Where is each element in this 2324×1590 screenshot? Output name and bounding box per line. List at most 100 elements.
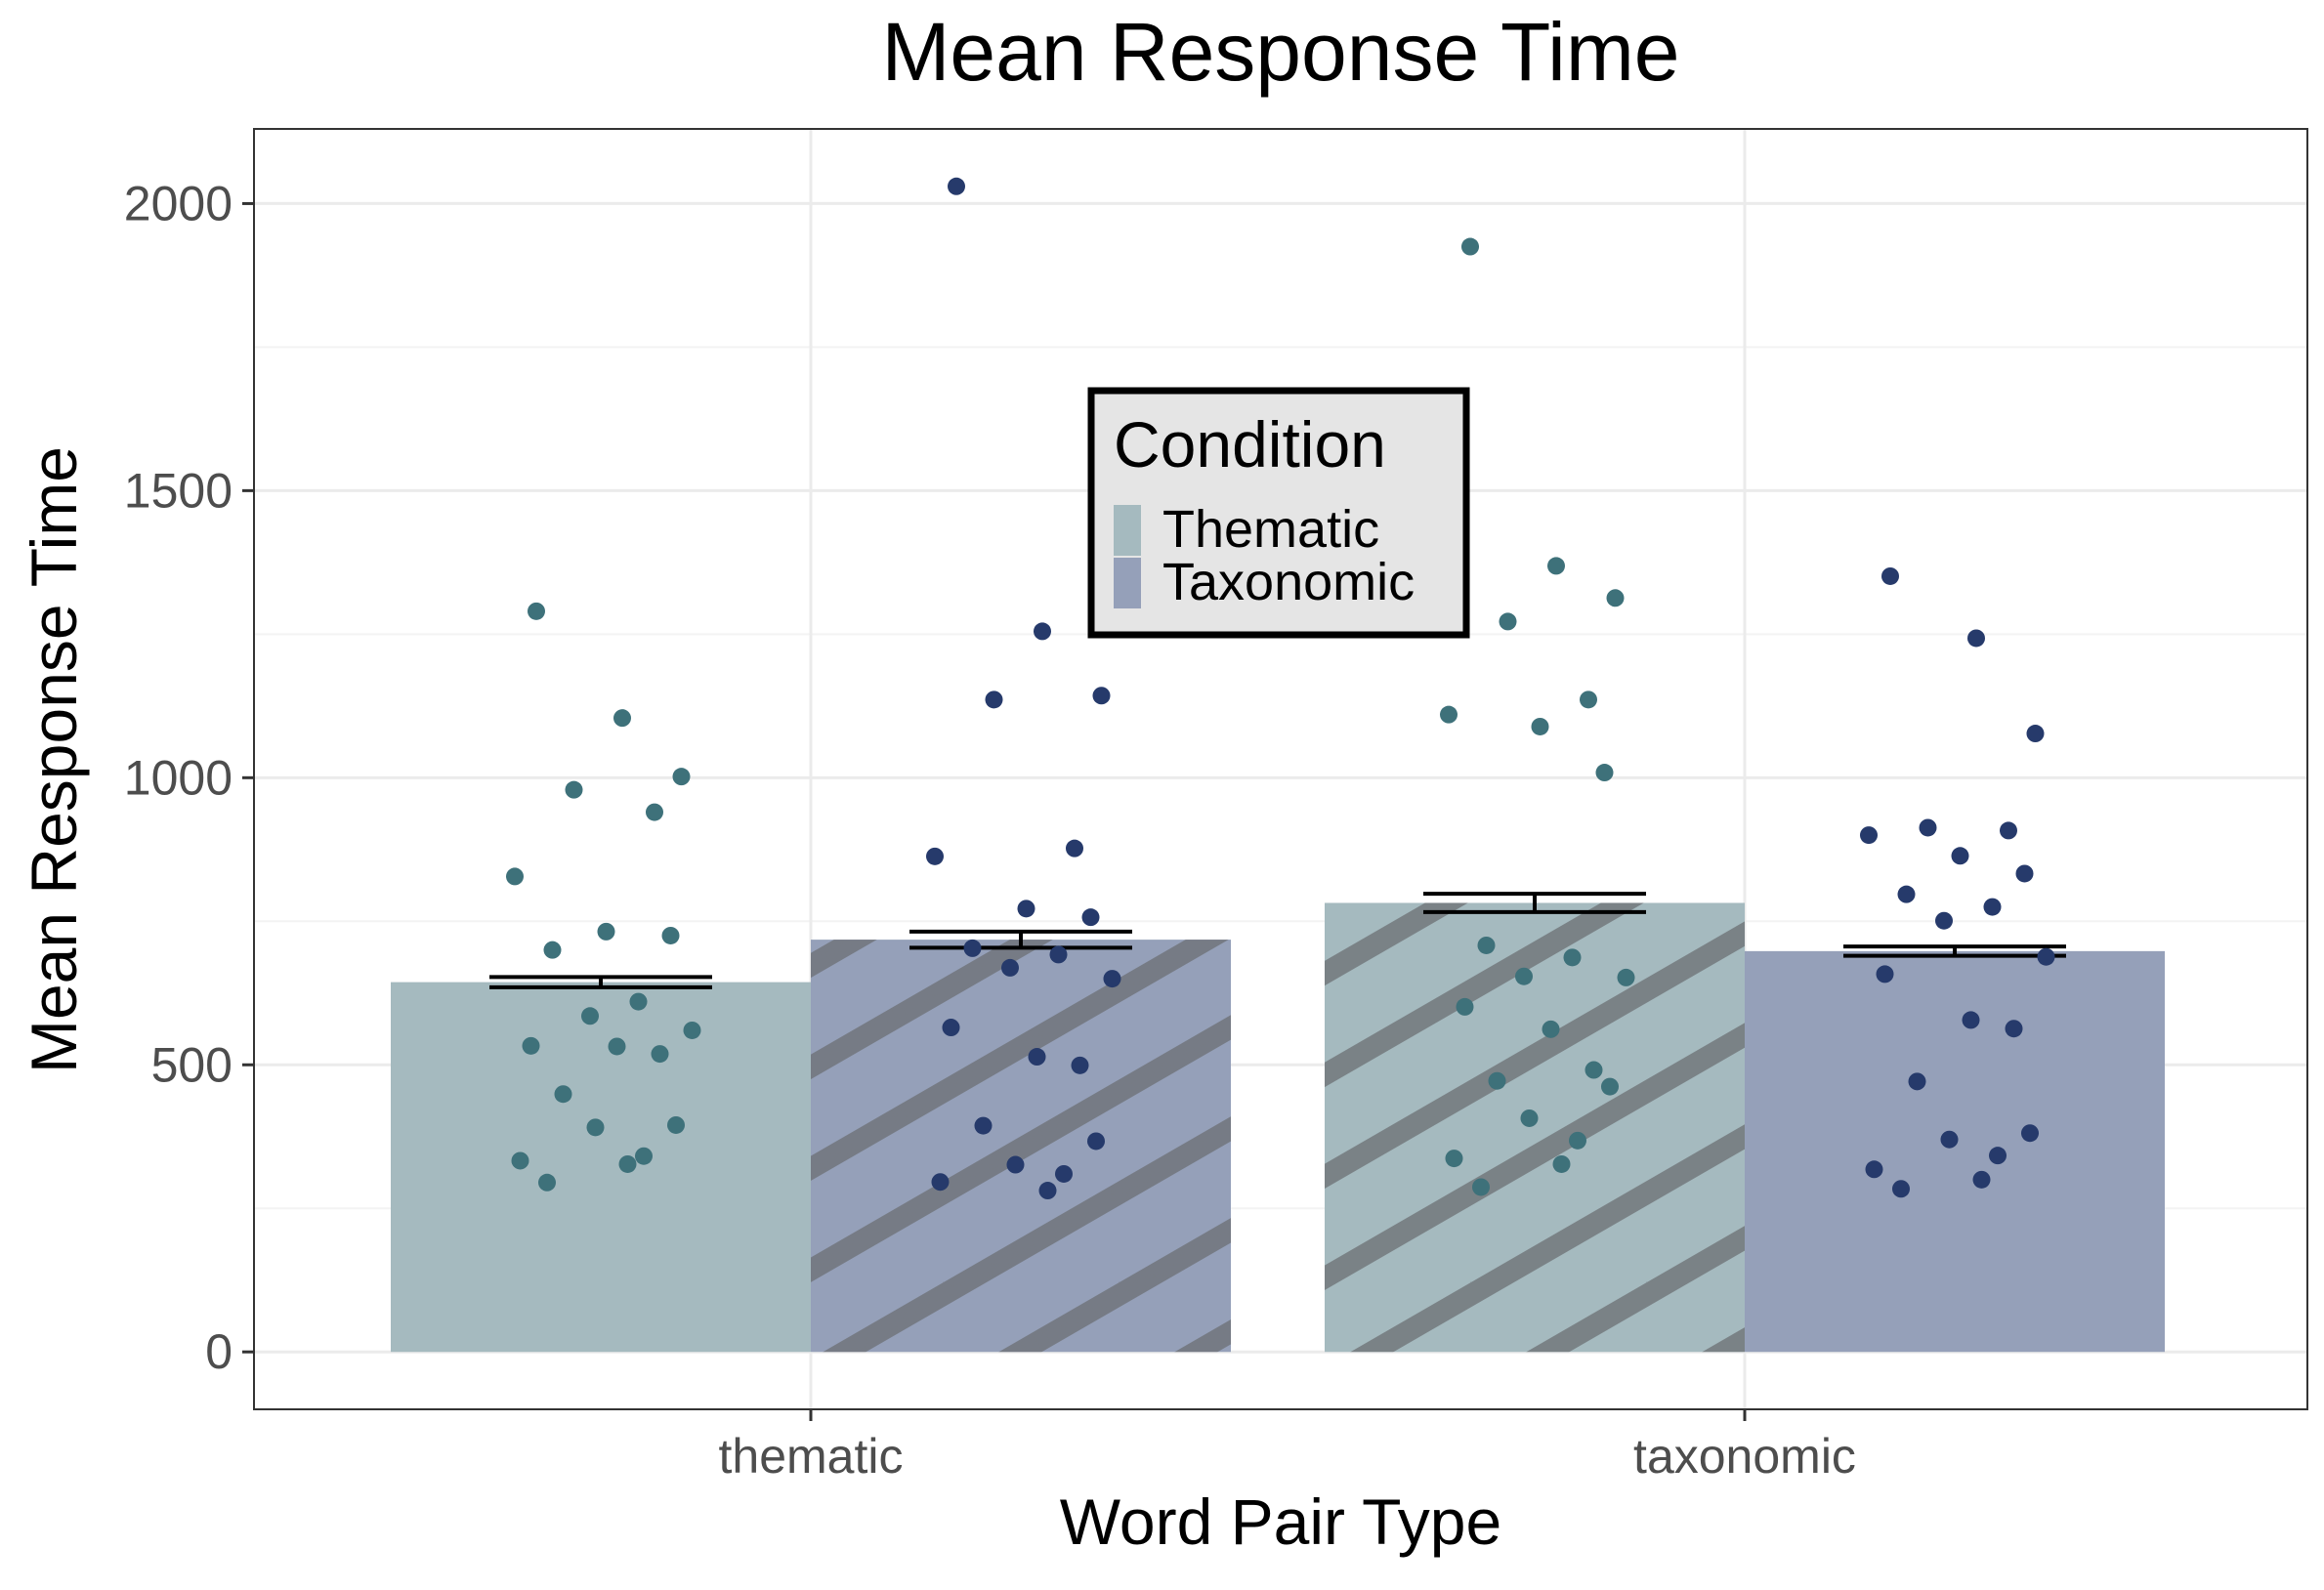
- data-point-taxonomic-taxonomic: [1865, 1160, 1883, 1179]
- data-point-taxonomic-thematic: [974, 1116, 993, 1135]
- data-point-taxonomic-thematic: [948, 177, 965, 195]
- error-bar-thematic-thematic: [489, 975, 712, 989]
- data-point-thematic-thematic: [629, 992, 648, 1011]
- data-point-taxonomic-thematic: [1066, 839, 1083, 858]
- data-point-taxonomic-thematic: [1028, 1048, 1046, 1067]
- data-point-taxonomic-taxonomic: [1940, 1130, 1959, 1149]
- data-point-thematic-taxonomic: [1585, 1061, 1603, 1079]
- data-point-thematic-thematic: [565, 780, 583, 799]
- data-point-thematic-thematic: [538, 1173, 556, 1192]
- data-point-taxonomic-thematic: [1092, 687, 1111, 705]
- data-point-taxonomic-taxonomic: [1897, 885, 1916, 903]
- bar-hatch-thematic-taxonomic: [1325, 902, 1745, 1353]
- data-point-taxonomic-thematic: [963, 939, 982, 957]
- data-point-taxonomic-taxonomic: [2026, 725, 2045, 743]
- data-point-thematic-taxonomic: [1569, 1131, 1586, 1150]
- data-point-thematic-taxonomic: [1440, 705, 1458, 724]
- data-point-thematic-taxonomic: [1595, 764, 1614, 782]
- data-point-thematic-taxonomic: [1552, 1154, 1571, 1173]
- plot-border: [253, 128, 2308, 1410]
- x-tick-label-thematic: thematic: [719, 1429, 904, 1484]
- legend-title: Condition: [1114, 408, 1386, 481]
- y-tick-label: 0: [205, 1324, 232, 1379]
- data-point-taxonomic-taxonomic: [1935, 911, 1953, 930]
- error-bar-taxonomic-taxonomic: [1843, 944, 2066, 958]
- data-point-thematic-thematic: [597, 922, 615, 941]
- data-point-taxonomic-thematic: [1071, 1056, 1089, 1074]
- data-point-thematic-thematic: [672, 768, 691, 786]
- y-tick-label: 1500: [124, 463, 232, 518]
- data-point-taxonomic-taxonomic: [1876, 965, 1894, 983]
- data-point-thematic-thematic: [522, 1036, 540, 1055]
- data-point-taxonomic-taxonomic: [1962, 1011, 1980, 1029]
- data-point-thematic-taxonomic: [1477, 936, 1496, 954]
- y-tick-label: 2000: [124, 176, 232, 230]
- data-point-thematic-thematic: [554, 1085, 572, 1104]
- data-point-taxonomic-thematic: [1001, 958, 1019, 977]
- data-point-thematic-thematic: [608, 1037, 626, 1056]
- data-point-thematic-thematic: [528, 602, 545, 620]
- data-point-thematic-taxonomic: [1531, 717, 1549, 735]
- legend-label-thematic: Thematic: [1162, 500, 1379, 559]
- data-point-thematic-thematic: [646, 803, 663, 821]
- data-point-thematic-taxonomic: [1617, 968, 1635, 986]
- error-bar-thematic-taxonomic: [1423, 892, 1646, 914]
- data-point-taxonomic-taxonomic: [1860, 826, 1878, 845]
- data-point-thematic-taxonomic: [1563, 948, 1582, 967]
- data-point-thematic-taxonomic: [1601, 1077, 1619, 1096]
- legend-key-thematic: [1114, 505, 1141, 556]
- chart-title: Mean Response Time: [881, 6, 1679, 98]
- legend-box: [1087, 387, 1470, 639]
- data-point-taxonomic-taxonomic: [2015, 864, 2034, 883]
- y-tick-label: 500: [151, 1037, 232, 1092]
- data-point-thematic-taxonomic: [1515, 967, 1533, 985]
- error-bar-taxonomic-thematic: [909, 929, 1132, 950]
- data-point-thematic-taxonomic: [1542, 1020, 1560, 1038]
- data-point-taxonomic-thematic: [1055, 1164, 1073, 1183]
- data-point-taxonomic-thematic: [931, 1173, 950, 1192]
- data-point-taxonomic-taxonomic: [1919, 818, 1937, 837]
- data-point-taxonomic-thematic: [985, 690, 1003, 709]
- data-point-taxonomic-taxonomic: [1967, 629, 1985, 648]
- data-point-taxonomic-taxonomic: [1972, 1170, 1991, 1189]
- data-point-thematic-thematic: [511, 1151, 529, 1170]
- data-point-taxonomic-taxonomic: [1951, 847, 1969, 865]
- data-point-thematic-thematic: [586, 1118, 605, 1137]
- data-point-taxonomic-thematic: [926, 847, 944, 865]
- data-point-thematic-thematic: [581, 1007, 599, 1025]
- data-point-thematic-taxonomic: [1445, 1150, 1463, 1168]
- data-point-thematic-thematic: [651, 1045, 669, 1064]
- data-point-taxonomic-taxonomic: [1908, 1072, 1926, 1091]
- data-point-thematic-taxonomic: [1547, 557, 1565, 575]
- data-point-taxonomic-thematic: [1017, 900, 1035, 918]
- data-point-taxonomic-taxonomic: [1983, 898, 2002, 916]
- data-point-taxonomic-taxonomic: [2000, 821, 2017, 840]
- data-point-taxonomic-taxonomic: [2037, 947, 2055, 966]
- data-point-thematic-thematic: [618, 1154, 637, 1173]
- bar-hatch-taxonomic-thematic: [811, 940, 1231, 1353]
- data-point-thematic-taxonomic: [1472, 1178, 1490, 1196]
- data-point-taxonomic-thematic: [942, 1019, 960, 1037]
- data-point-taxonomic-taxonomic: [1881, 566, 1899, 585]
- data-point-thematic-thematic: [683, 1021, 701, 1039]
- data-point-taxonomic-thematic: [1034, 622, 1051, 641]
- data-point-thematic-taxonomic: [1499, 612, 1517, 631]
- data-point-taxonomic-thematic: [1081, 908, 1100, 927]
- data-point-taxonomic-taxonomic: [1989, 1147, 2007, 1165]
- legend-key-taxonomic: [1114, 558, 1141, 608]
- data-point-taxonomic-thematic: [1006, 1155, 1025, 1174]
- data-point-taxonomic-taxonomic: [1892, 1180, 1910, 1198]
- data-point-thematic-taxonomic: [1461, 237, 1479, 256]
- data-point-thematic-taxonomic: [1580, 690, 1597, 709]
- data-point-thematic-thematic: [667, 1115, 685, 1134]
- data-point-thematic-taxonomic: [1520, 1109, 1539, 1127]
- legend-label-taxonomic: Taxonomic: [1162, 553, 1415, 611]
- x-tick-label-taxonomic: taxonomic: [1633, 1429, 1856, 1484]
- y-axis-title: Mean Response Time: [18, 446, 90, 1073]
- data-point-taxonomic-thematic: [1087, 1132, 1105, 1151]
- data-point-thematic-taxonomic: [1606, 589, 1625, 607]
- data-point-thematic-thematic: [661, 926, 680, 944]
- data-point-taxonomic-thematic: [1103, 970, 1121, 988]
